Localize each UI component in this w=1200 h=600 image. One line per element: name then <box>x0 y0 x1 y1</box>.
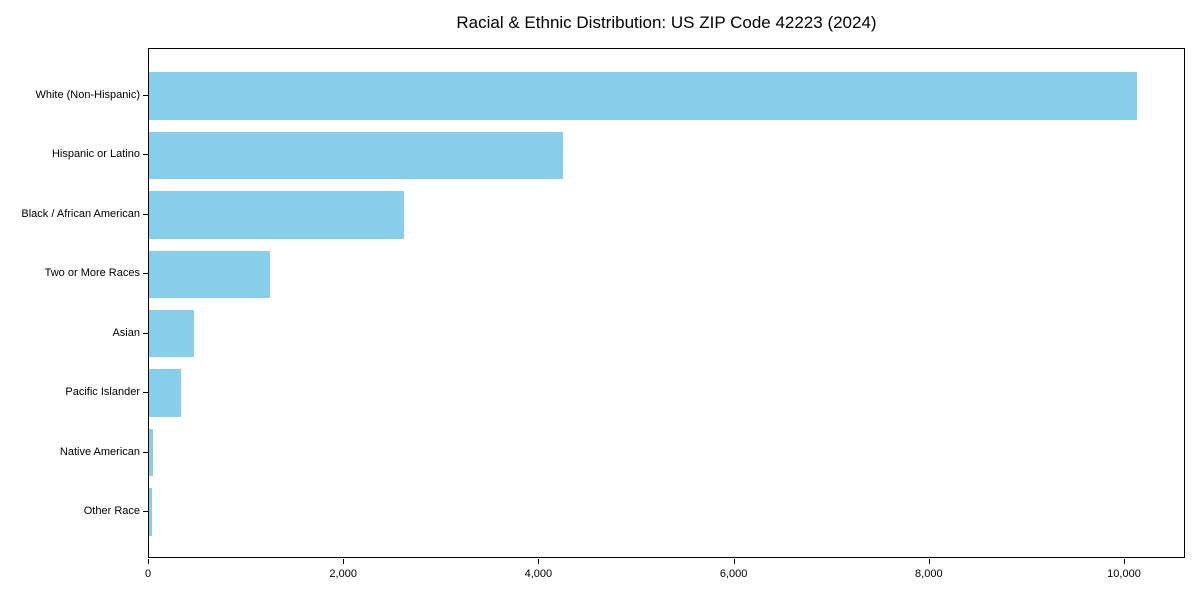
x-tick-mark <box>928 559 930 564</box>
y-axis-label: Hispanic or Latino <box>51 148 140 161</box>
bar-two-or-more-races <box>149 250 271 299</box>
x-tick-label: 2,000 <box>329 568 357 580</box>
bar-black-african-american <box>149 191 404 239</box>
x-tick-mark <box>148 559 149 564</box>
y-axis-label: Asian <box>112 326 140 339</box>
y-tick-mark <box>143 273 148 275</box>
x-tick-mark <box>538 559 540 564</box>
y-tick-mark <box>143 511 148 513</box>
plot-area <box>148 48 1185 558</box>
bar-other-race <box>149 488 152 536</box>
y-axis-label: Pacific Islander <box>65 386 140 399</box>
x-tick-label: 8,000 <box>915 568 943 580</box>
y-tick-mark <box>143 154 148 156</box>
y-tick-mark <box>143 451 148 453</box>
x-tick-mark <box>733 559 735 564</box>
y-tick-mark <box>143 392 148 394</box>
bar-hispanic-or-latino <box>149 131 563 180</box>
bar-white-non-hispanic <box>149 72 1137 120</box>
x-tick-label: 0 <box>144 568 152 580</box>
x-tick-mark <box>343 559 345 564</box>
bar-pacific-islander <box>149 369 182 417</box>
x-tick-label: 4,000 <box>524 568 553 580</box>
x-tick-mark <box>1124 559 1125 564</box>
y-tick-mark <box>143 332 148 334</box>
y-axis-label: Native American <box>59 445 140 458</box>
x-tick-label: 6,000 <box>719 568 748 580</box>
y-tick-mark <box>143 94 148 96</box>
y-axis-label: White (Non-Hispanic) <box>35 88 140 101</box>
y-axis-label: Other Race <box>83 505 140 518</box>
y-axis-labels: White (Non-Hispanic) Hispanic or Latino Bl… <box>0 48 140 558</box>
y-tick-mark <box>143 213 148 215</box>
y-axis-label: Black / African American <box>21 207 140 220</box>
chart-title: Racial & Ethnic Distribution: US ZIP Cod… <box>456 13 877 32</box>
x-tick-label: 10,000 <box>1107 568 1141 580</box>
y-axis-label: Two or More Races <box>44 267 140 280</box>
bar-asian <box>149 309 194 358</box>
bar-native-american <box>149 428 153 477</box>
